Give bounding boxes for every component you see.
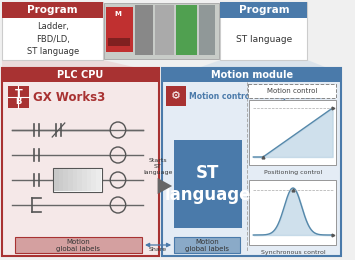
- FancyBboxPatch shape: [247, 84, 337, 98]
- FancyBboxPatch shape: [2, 68, 159, 256]
- FancyBboxPatch shape: [2, 2, 103, 18]
- FancyBboxPatch shape: [2, 2, 103, 60]
- Text: Positioning control: Positioning control: [264, 170, 322, 175]
- Text: Motion module: Motion module: [211, 70, 293, 80]
- FancyBboxPatch shape: [174, 140, 242, 228]
- FancyBboxPatch shape: [59, 169, 64, 191]
- FancyBboxPatch shape: [2, 68, 159, 82]
- Text: Motion control setting function: Motion control setting function: [189, 92, 324, 101]
- Text: T: T: [15, 89, 22, 99]
- FancyBboxPatch shape: [106, 7, 133, 52]
- FancyBboxPatch shape: [174, 237, 240, 253]
- FancyBboxPatch shape: [166, 86, 186, 106]
- FancyBboxPatch shape: [87, 169, 91, 191]
- Text: Starts
ST
language: Starts ST language: [143, 158, 172, 175]
- Polygon shape: [2, 60, 159, 73]
- FancyBboxPatch shape: [163, 68, 341, 256]
- FancyBboxPatch shape: [82, 169, 87, 191]
- Text: ST
language: ST language: [165, 164, 251, 204]
- FancyBboxPatch shape: [163, 68, 341, 82]
- Polygon shape: [184, 60, 340, 73]
- FancyBboxPatch shape: [15, 237, 142, 253]
- FancyBboxPatch shape: [176, 5, 197, 55]
- FancyBboxPatch shape: [64, 169, 68, 191]
- Text: ST language: ST language: [236, 35, 292, 43]
- Text: ⚙: ⚙: [171, 91, 181, 101]
- Text: B: B: [15, 97, 22, 106]
- Polygon shape: [158, 178, 172, 194]
- Text: Synchronous control: Synchronous control: [261, 250, 325, 255]
- FancyBboxPatch shape: [77, 169, 82, 191]
- FancyBboxPatch shape: [73, 169, 77, 191]
- FancyBboxPatch shape: [91, 169, 96, 191]
- FancyBboxPatch shape: [250, 180, 337, 245]
- FancyBboxPatch shape: [135, 5, 153, 55]
- FancyBboxPatch shape: [250, 100, 337, 165]
- Text: Ladder,
FBD/LD,
ST language: Ladder, FBD/LD, ST language: [27, 22, 79, 56]
- Text: Program: Program: [239, 5, 289, 15]
- FancyBboxPatch shape: [104, 3, 219, 59]
- Text: M: M: [115, 11, 121, 17]
- Text: Motion control: Motion control: [267, 88, 317, 94]
- Text: Motion
global labels: Motion global labels: [56, 238, 100, 251]
- Text: Motion
global labels: Motion global labels: [185, 238, 229, 251]
- Text: Program: Program: [27, 5, 78, 15]
- Text: GX Works3: GX Works3: [33, 90, 105, 103]
- FancyBboxPatch shape: [68, 169, 73, 191]
- FancyBboxPatch shape: [108, 38, 130, 46]
- FancyBboxPatch shape: [220, 2, 307, 60]
- FancyBboxPatch shape: [220, 2, 307, 18]
- FancyBboxPatch shape: [53, 168, 102, 192]
- FancyBboxPatch shape: [155, 5, 174, 55]
- Text: Share: Share: [149, 247, 167, 252]
- FancyBboxPatch shape: [199, 5, 215, 55]
- FancyBboxPatch shape: [54, 169, 59, 191]
- Text: PLC CPU: PLC CPU: [57, 70, 103, 80]
- FancyBboxPatch shape: [96, 169, 100, 191]
- FancyBboxPatch shape: [8, 86, 29, 108]
